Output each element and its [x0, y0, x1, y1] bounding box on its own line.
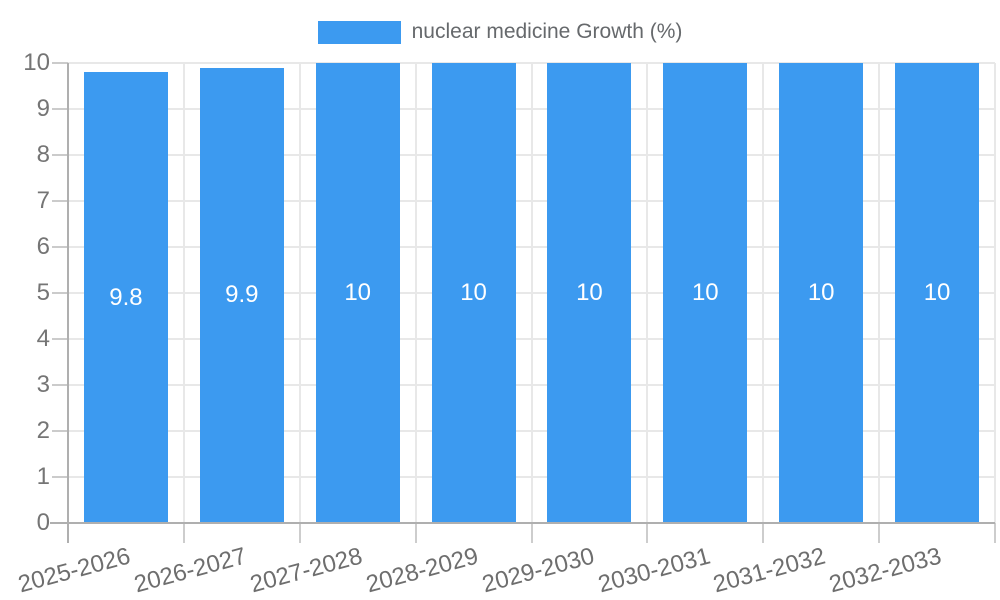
- x-tick-label: 2027-2028: [247, 542, 366, 599]
- y-tick-mark: [52, 62, 68, 64]
- bar-value-label: 10: [344, 279, 372, 306]
- y-tick-label: 4: [36, 325, 50, 352]
- bar-value-label: 10: [576, 279, 603, 306]
- y-tick-mark: [52, 154, 68, 156]
- legend-swatch[interactable]: [317, 20, 401, 44]
- y-tick-mark: [52, 384, 68, 386]
- bar-value-label: 9.9: [225, 281, 259, 309]
- bar: [199, 67, 284, 523]
- y-tick-mark: [52, 200, 68, 202]
- y-tick-label: 10: [23, 49, 50, 76]
- bar-value-label: 10: [691, 279, 719, 306]
- x-tick-label: 2031-2032: [710, 542, 829, 599]
- x-gridline: [994, 63, 996, 523]
- y-tick-mark: [52, 108, 68, 110]
- x-tick-label: 2030-2031: [594, 542, 713, 599]
- bar: [315, 63, 400, 523]
- x-tick-label: 2026-2027: [131, 542, 250, 599]
- legend[interactable]: nuclear medicine Growth (%): [0, 20, 1000, 44]
- y-tick-mark: [52, 476, 68, 478]
- bar-value-label: 9.8: [109, 283, 143, 311]
- x-axis-line: [50, 522, 995, 524]
- bar: [431, 63, 516, 523]
- x-tick-mark: [994, 523, 996, 543]
- x-tick-label: 2029-2030: [478, 542, 597, 599]
- bar: [547, 63, 632, 523]
- x-tick-mark: [878, 523, 881, 543]
- x-gridline: [762, 63, 765, 523]
- x-gridline: [646, 63, 649, 523]
- y-tick-label: 5: [36, 279, 50, 306]
- bar: [895, 63, 980, 523]
- x-gridline: [530, 63, 533, 523]
- x-gridline: [182, 63, 185, 523]
- y-axis-line: [67, 63, 69, 543]
- bar-value-label: 10: [923, 279, 951, 306]
- x-tick-mark: [530, 523, 533, 543]
- y-tick-label: 8: [36, 141, 50, 168]
- y-tick-mark: [52, 292, 68, 294]
- x-gridline: [414, 63, 417, 523]
- x-tick-label: 2032-2033: [826, 542, 945, 599]
- x-tick-mark: [762, 523, 765, 543]
- x-tick-label: 2025-2026: [15, 542, 134, 599]
- y-tick-mark: [52, 430, 68, 432]
- x-tick-mark: [182, 523, 185, 543]
- y-tick-label: 1: [36, 463, 50, 490]
- x-gridline: [298, 63, 301, 523]
- bar-value-label: 10: [460, 279, 487, 306]
- y-tick-label: 7: [36, 187, 50, 214]
- y-tick-label: 3: [36, 371, 50, 398]
- y-tick-mark: [52, 246, 68, 248]
- x-tick-label: 2028-2029: [363, 542, 481, 599]
- bar-value-label: 10: [807, 279, 835, 306]
- x-tick-mark: [646, 523, 649, 543]
- legend-label[interactable]: nuclear medicine Growth (%): [411, 20, 683, 43]
- y-tick-mark: [52, 338, 68, 340]
- y-tick-label: 9: [36, 95, 50, 122]
- x-gridline: [878, 63, 881, 523]
- y-tick-label: 6: [36, 233, 50, 260]
- bar: [83, 72, 168, 523]
- bar: [779, 63, 864, 523]
- bar: [663, 63, 748, 523]
- y-tick-label: 0: [36, 509, 50, 536]
- y-tick-label: 2: [36, 417, 50, 444]
- x-tick-mark: [298, 523, 301, 543]
- x-tick-mark: [414, 523, 417, 543]
